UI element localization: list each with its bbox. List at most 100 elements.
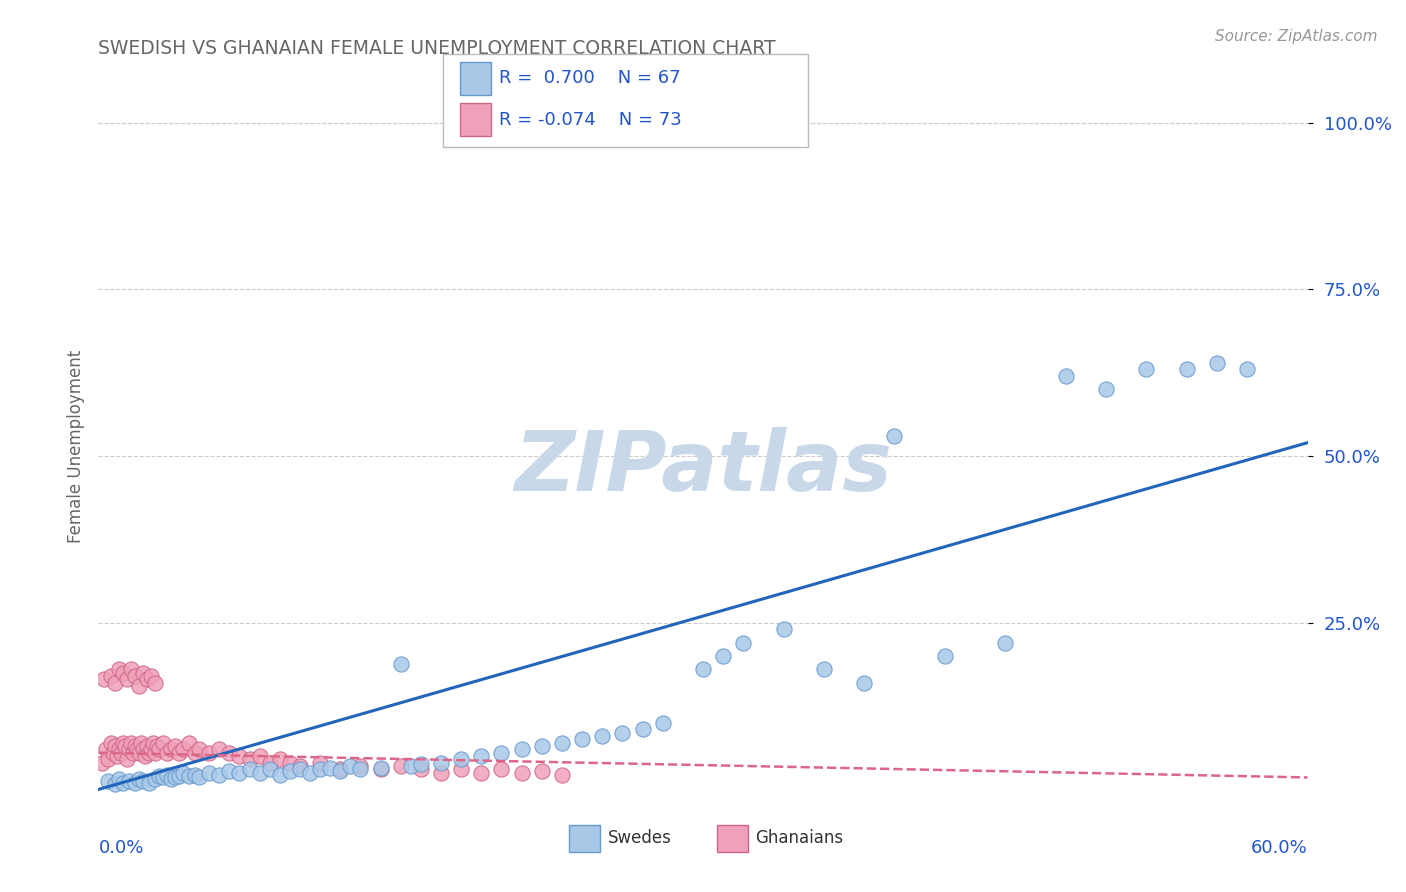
Point <box>172 742 194 756</box>
Point <box>160 772 183 787</box>
Point <box>288 759 311 773</box>
Point <box>163 771 186 785</box>
Point <box>772 623 794 637</box>
Point <box>125 742 148 756</box>
Point <box>198 765 221 780</box>
Point <box>631 723 654 737</box>
Point <box>491 763 513 777</box>
Point <box>97 774 120 789</box>
Point <box>1206 356 1229 370</box>
Point <box>389 759 412 773</box>
Point <box>288 763 311 777</box>
Point <box>111 736 134 750</box>
Point <box>124 669 146 683</box>
Point <box>118 774 141 789</box>
Point <box>1095 382 1118 396</box>
Point <box>551 768 574 782</box>
Point <box>1175 362 1198 376</box>
Point <box>711 649 734 664</box>
Point <box>115 673 138 687</box>
Point <box>349 763 371 777</box>
Point <box>249 765 271 780</box>
Point <box>132 665 155 680</box>
Point <box>115 752 138 766</box>
Point <box>167 769 190 783</box>
Point <box>349 759 371 773</box>
Point <box>111 776 134 790</box>
Point <box>733 636 755 650</box>
Point <box>430 765 453 780</box>
Point <box>319 761 342 775</box>
Point <box>111 665 134 680</box>
Point <box>124 739 146 753</box>
Point <box>100 669 122 683</box>
Point <box>259 763 281 777</box>
Point <box>530 739 553 753</box>
Point <box>430 756 453 770</box>
Point <box>177 769 201 783</box>
Point <box>198 746 221 760</box>
Point <box>103 777 125 791</box>
Point <box>139 742 162 756</box>
Point <box>138 746 160 760</box>
Text: R = -0.074    N = 73: R = -0.074 N = 73 <box>499 111 682 128</box>
Point <box>124 776 146 790</box>
Point <box>218 764 240 778</box>
Point <box>228 765 250 780</box>
Point <box>612 725 634 739</box>
Text: 60.0%: 60.0% <box>1251 839 1308 857</box>
Point <box>510 765 533 780</box>
Point <box>571 732 593 747</box>
Point <box>167 746 190 760</box>
Point <box>110 746 132 760</box>
Point <box>118 742 141 756</box>
Point <box>103 675 125 690</box>
Point <box>128 772 150 787</box>
Point <box>143 746 166 760</box>
Point <box>249 749 271 764</box>
Point <box>135 739 157 753</box>
Point <box>218 746 240 760</box>
Y-axis label: Female Unemployment: Female Unemployment <box>66 350 84 542</box>
Point <box>156 768 179 782</box>
Point <box>278 764 301 778</box>
Point <box>813 662 835 676</box>
Point <box>107 742 129 756</box>
Text: SWEDISH VS GHANAIAN FEMALE UNEMPLOYMENT CORRELATION CHART: SWEDISH VS GHANAIAN FEMALE UNEMPLOYMENT … <box>98 39 776 58</box>
Point <box>934 649 956 664</box>
Point <box>470 749 492 764</box>
Point <box>329 763 352 777</box>
Text: ZIPatlas: ZIPatlas <box>515 427 891 508</box>
Text: 0.0%: 0.0% <box>98 839 143 857</box>
Point <box>132 742 155 756</box>
Point <box>208 768 231 782</box>
Point <box>883 429 905 443</box>
Point <box>160 742 183 756</box>
Point <box>97 752 120 766</box>
Point <box>239 763 262 777</box>
Point <box>269 752 291 766</box>
Point <box>101 746 124 760</box>
Point <box>107 772 129 787</box>
Point <box>138 776 160 790</box>
Point <box>188 742 211 756</box>
Point <box>148 742 170 756</box>
Point <box>188 771 211 785</box>
Point <box>1135 362 1157 376</box>
Point <box>146 739 169 753</box>
Point <box>114 739 136 753</box>
Point <box>329 764 352 778</box>
Point <box>470 765 492 780</box>
Point <box>530 764 553 778</box>
Point <box>409 757 432 772</box>
Point <box>551 736 574 750</box>
Point <box>239 752 262 766</box>
Point <box>399 759 422 773</box>
Point <box>994 636 1017 650</box>
Point <box>156 746 179 760</box>
Point <box>450 752 472 766</box>
Point <box>278 756 301 770</box>
Point <box>208 742 231 756</box>
Point <box>120 736 142 750</box>
Point <box>309 756 332 770</box>
